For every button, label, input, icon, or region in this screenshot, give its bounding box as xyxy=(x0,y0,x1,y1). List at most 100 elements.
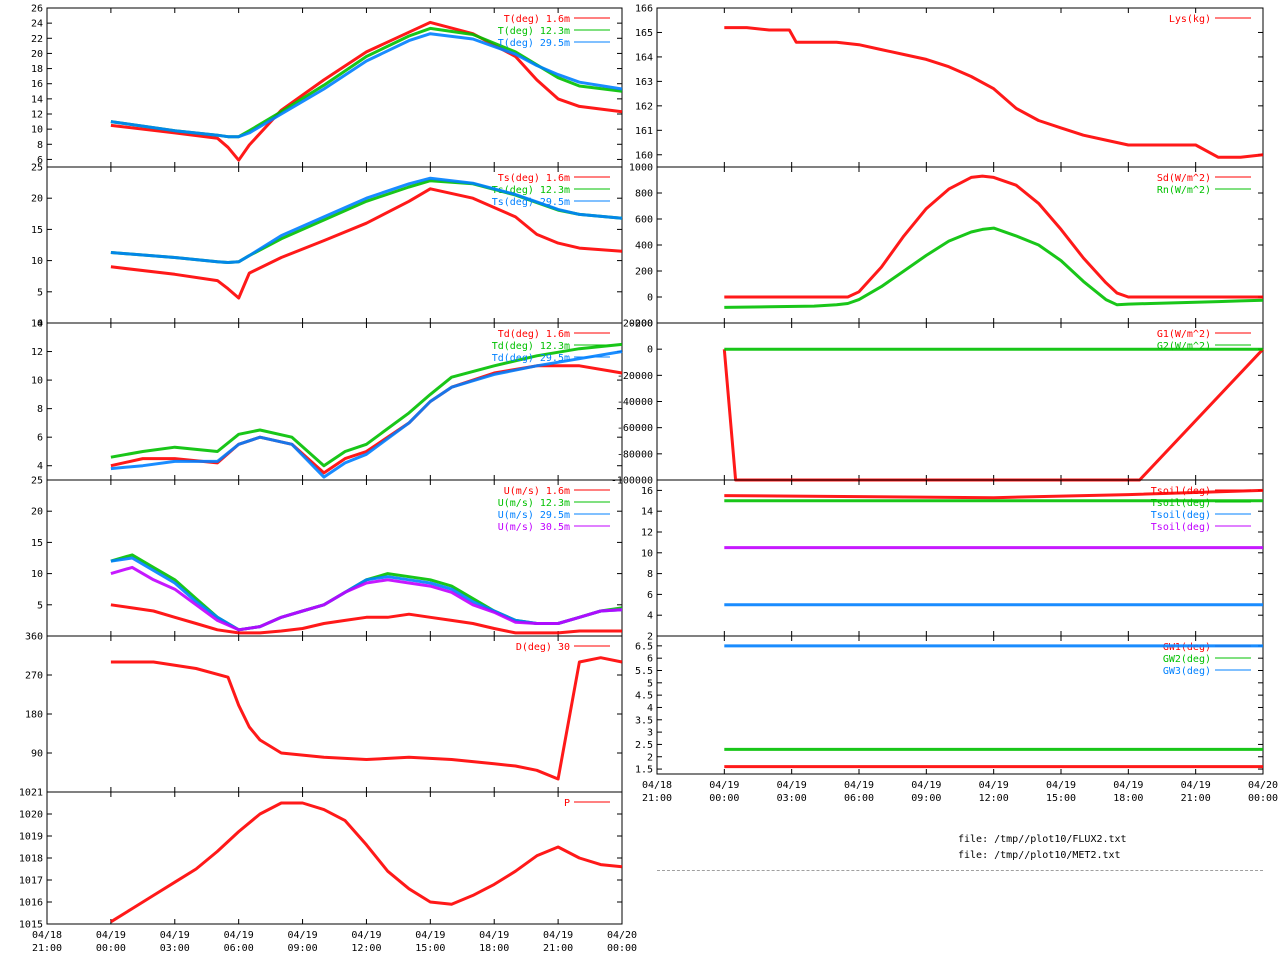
y-tick-label: 6 xyxy=(37,155,43,166)
x-tick-time: 09:00 xyxy=(911,793,941,804)
x-tick-date: 04/19 xyxy=(415,930,445,941)
y-tick-label: 166 xyxy=(635,4,653,15)
y-tick-label: 12 xyxy=(31,110,43,121)
y-tick-label: 3.5 xyxy=(635,715,653,726)
y-tick-label: 2 xyxy=(647,632,653,643)
series-line xyxy=(722,348,1265,482)
y-tick-label: 2 xyxy=(647,752,653,763)
y-tick-label: 1.5 xyxy=(635,765,653,776)
legend-label: Rn(W/m^2) xyxy=(1157,185,1211,196)
legend-label: Lys(kg) xyxy=(1169,14,1211,25)
x-tick-time: 03:00 xyxy=(160,943,190,954)
y-tick-label: 20 xyxy=(31,194,43,205)
x-tick-date: 04/19 xyxy=(160,930,190,941)
y-tick-label: 8 xyxy=(37,404,43,415)
y-tick-label: 163 xyxy=(635,77,653,88)
x-tick-date: 04/20 xyxy=(607,930,637,941)
y-tick-label: 6 xyxy=(647,590,653,601)
x-tick-time: 21:00 xyxy=(32,943,62,954)
x-tick-date: 04/19 xyxy=(1113,780,1143,791)
x-tick-date: 04/18 xyxy=(642,780,672,791)
series-line xyxy=(110,176,623,264)
series-line xyxy=(110,603,622,635)
series-line xyxy=(110,350,623,479)
legend-label: G2(W/m^2) xyxy=(1157,341,1211,352)
y-tick-label: 5 xyxy=(647,678,653,689)
footer-file-1: file: /tmp//plot10/FLUX2.txt xyxy=(958,834,1127,845)
y-tick-label: 12 xyxy=(641,528,653,539)
y-tick-label: 4 xyxy=(647,703,653,714)
y-tick-label: 4.5 xyxy=(635,691,653,702)
y-tick-label: 164 xyxy=(635,52,653,63)
x-tick-time: 18:00 xyxy=(1113,793,1143,804)
series-line xyxy=(724,488,1264,500)
x-tick-time: 15:00 xyxy=(415,943,445,954)
y-tick-label: 270 xyxy=(25,671,43,682)
y-tick-label: 14 xyxy=(641,507,653,518)
x-tick-time: 21:00 xyxy=(642,793,672,804)
x-tick-date: 04/20 xyxy=(1248,780,1278,791)
y-tick-label: 1015 xyxy=(19,920,43,931)
series-line xyxy=(110,20,623,162)
y-tick-label: 161 xyxy=(635,126,653,137)
x-tick-date: 04/19 xyxy=(543,930,573,941)
x-tick-time: 00:00 xyxy=(1248,793,1278,804)
chart-panel-9: -100000 -80000 -60000 -40000 -20000 0 20000 G1(… xyxy=(611,319,1265,487)
legend-label: Ts(deg) 12.3m xyxy=(492,185,570,196)
y-tick-label: 16 xyxy=(31,79,43,90)
x-tick-date: 04/19 xyxy=(979,780,1009,791)
series-line xyxy=(110,556,623,632)
series-line xyxy=(724,26,1264,159)
y-tick-label: 10 xyxy=(31,376,43,387)
y-tick-label: 14 xyxy=(31,94,43,105)
y-tick-label: 4 xyxy=(647,611,653,622)
y-tick-label: 20000 xyxy=(623,319,653,330)
x-tick-date: 04/19 xyxy=(777,780,807,791)
series-line xyxy=(724,226,1264,309)
y-tick-label: 6.5 xyxy=(635,641,653,652)
series-line xyxy=(110,342,623,468)
legend-label: U(m/s) 12.3m xyxy=(498,498,570,509)
chart-panel-8: -200 0 200 400 600 800 1000 Sd(W/m^2)Rn(W/m^2) xyxy=(629,163,1264,330)
footer-file-2: file: /tmp//plot10/MET2.txt xyxy=(958,850,1121,861)
y-tick-label: -60000 xyxy=(617,423,653,434)
y-tick-label: 0 xyxy=(37,319,43,330)
y-tick-label: 16 xyxy=(641,486,653,497)
legend-label: Ts(deg) 29.5m xyxy=(492,197,570,208)
chart-panel-1: 6 8 10 12 14 16 18 20 22 24 26 T(deg) 1.6mT(deg) 12… xyxy=(31,4,623,168)
legend-label: GW1(deg) xyxy=(1163,642,1211,653)
y-tick-label: -20000 xyxy=(617,371,653,382)
x-tick-time: 15:00 xyxy=(1046,793,1076,804)
x-tick-time: 21:00 xyxy=(543,943,573,954)
y-tick-label: 6 xyxy=(37,433,43,444)
series-line xyxy=(110,32,623,139)
y-tick-label: 20 xyxy=(31,507,43,518)
y-tick-label: 5 xyxy=(37,600,43,611)
legend-label: Tsoil(deg) xyxy=(1151,522,1211,533)
y-tick-label: 1018 xyxy=(19,854,43,865)
legend-label: Sd(W/m^2) xyxy=(1157,173,1211,184)
x-tick-date: 04/19 xyxy=(351,930,381,941)
y-tick-label: 0 xyxy=(647,345,653,356)
y-tick-label: 18 xyxy=(31,64,43,75)
x-tick-date: 04/19 xyxy=(1181,780,1211,791)
y-tick-label: 25 xyxy=(31,163,43,174)
y-tick-label: 1000 xyxy=(629,163,653,174)
chart-panel-5: 90 180 270 360 D(deg) 30 xyxy=(25,632,623,793)
y-tick-label: 6 xyxy=(647,654,653,665)
legend-label: Td(deg) 29.5m xyxy=(492,353,570,364)
y-tick-label: 180 xyxy=(25,710,43,721)
y-tick-label: 2.5 xyxy=(635,740,653,751)
x-tick-date: 04/19 xyxy=(1046,780,1076,791)
x-tick-time: 12:00 xyxy=(979,793,1009,804)
x-tick-date: 04/19 xyxy=(709,780,739,791)
plot-frame xyxy=(656,635,1264,775)
y-tick-label: 90 xyxy=(31,749,43,760)
series-line xyxy=(110,801,623,924)
x-tick-date: 04/19 xyxy=(479,930,509,941)
y-tick-label: 0 xyxy=(647,293,653,304)
y-tick-label: 20 xyxy=(31,49,43,60)
y-tick-label: -100000 xyxy=(611,476,653,487)
y-tick-label: 360 xyxy=(25,632,43,643)
